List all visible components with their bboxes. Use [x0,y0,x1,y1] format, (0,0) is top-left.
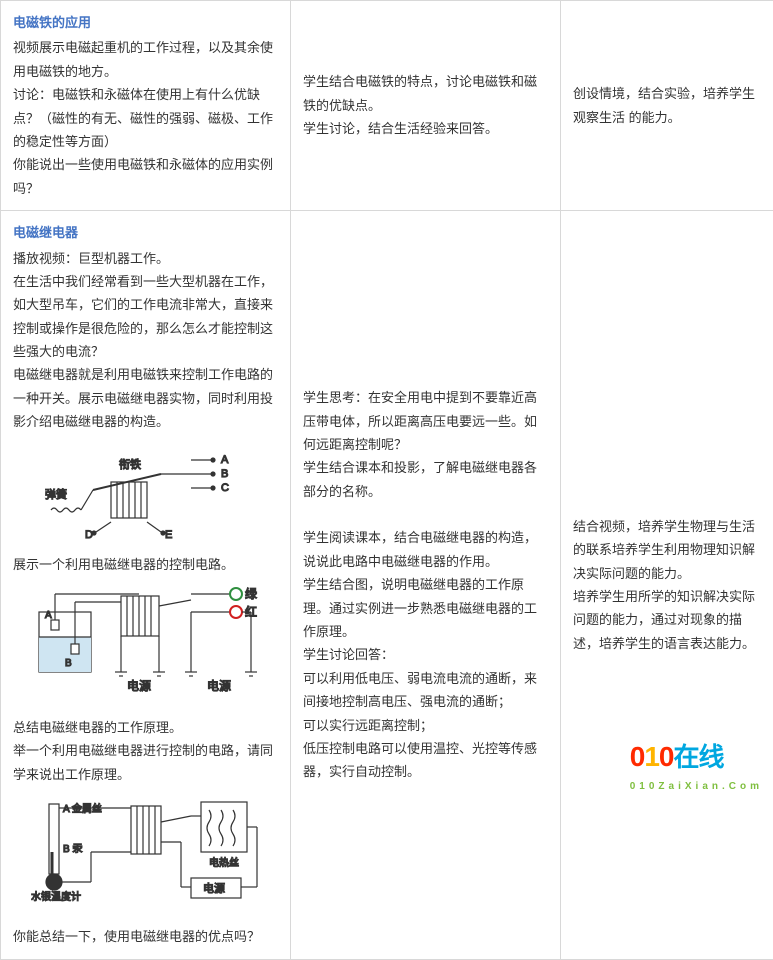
lesson-table: 电磁铁的应用 视频展示电磁起重机的工作过程，以及其余使用电磁铁的地方。 讨论：电… [0,0,773,960]
paragraph: 创设情境，结合实验，培养学生观察生活 的能力。 [573,82,761,129]
label-d: D [85,529,93,540]
paragraph: 学生结合电磁铁的特点，讨论电磁铁和磁铁的优缺点。 [303,70,548,117]
relay-structure-diagram: 衔铁 A B [13,440,278,547]
paragraph: 可以实行远距离控制； [303,714,548,737]
table-row: 电磁铁的应用 视频展示电磁起重机的工作过程，以及其余使用电磁铁的地方。 讨论：电… [1,1,773,211]
paragraph: 电磁继电器就是利用电磁铁来控制工作电路的一种开关。展示电磁继电器实物，同时利用投… [13,363,278,433]
section-title: 电磁铁的应用 [13,11,278,34]
paragraph: 在生活中我们经常看到一些大型机器在工作，如大型吊车，它们的工作电流非常大，直接来… [13,270,278,364]
label-b2: B [65,658,72,669]
cell-r1c2: 学生结合电磁铁的特点，讨论电磁铁和磁铁的优缺点。 学生讨论，结合生活经验来回答。 [291,1,561,211]
label-c: C [221,482,229,494]
cell-r2c3: 结合视频，培养学生物理与生活的联系培养学生利用物理知识解决实际问题的能力。 培养… [561,211,773,960]
table-row: 电磁继电器 播放视频：巨型机器工作。 在生活中我们经常看到一些大型机器在工作，如… [1,211,773,960]
paragraph: 总结电磁继电器的工作原理。 [13,716,278,739]
cell-r1c3: 创设情境，结合实验，培养学生观察生活 的能力。 [561,1,773,211]
paragraph: 学生结合图，说明电磁继电器的工作原理。通过实例进一步熟悉电磁继电器的工作原理。 [303,573,548,643]
paragraph: 播放视频：巨型机器工作。 [13,247,278,270]
relay-control-circuit-diagram: A B 绿 红 [13,582,278,709]
paragraph: 学生讨论回答： [303,643,548,666]
paragraph: 视频展示电磁起重机的工作过程，以及其余使用电磁铁的地方。 [13,36,278,83]
label-spring: 弹簧 [45,487,67,501]
label-a: A [221,454,229,466]
label-a2: A [45,610,52,621]
label-b: B [221,468,228,480]
cell-r2c1: 电磁继电器 播放视频：巨型机器工作。 在生活中我们经常看到一些大型机器在工作，如… [1,211,291,960]
paragraph: 讨论：电磁铁和永磁体在使用上有什么优缺点？（磁性的有无、磁性的强弱、磁极、工作的… [13,83,278,153]
cell-r2c2: 学生思考：在安全用电中提到不要靠近高压带电体，所以距离高压电要远一些。如何远距离… [291,211,561,960]
paragraph: 培养学生用所学的知识解决实际问题的能力，通过对现象的描述，培养学生的语言表达能力… [573,585,761,655]
paragraph: 学生结合课本和投影，了解电磁继电器各部分的名称。 [303,456,548,503]
thermometer-heater-diagram: A 金属丝 B 汞 水银温度计 [13,792,278,919]
cell-r1c1: 电磁铁的应用 视频展示电磁起重机的工作过程，以及其余使用电磁铁的地方。 讨论：电… [1,1,291,211]
label-heater: 电热丝 [209,856,239,869]
label-power1: 电源 [127,679,151,693]
paragraph: 你能说出一些使用电磁铁和永磁体的应用实例吗？ [13,153,278,200]
paragraph: 你能总结一下，使用电磁继电器的优点吗？ [13,925,278,948]
paragraph: 结合视频，培养学生物理与生活的联系培养学生利用物理知识解决实际问题的能力。 [573,515,761,585]
paragraph: 学生思考：在安全用电中提到不要靠近高压带电体，所以距离高压电要远一些。如何远距离… [303,386,548,456]
label-e: E [165,529,172,540]
section-title: 电磁继电器 [13,221,278,244]
label-power3: 电源 [203,881,225,895]
paragraph: 可以利用低电压、弱电流电流的通断，来间接地控制高电压、强电流的通断； [303,667,548,714]
label-armature: 衔铁 [119,458,141,471]
label-green: 绿 [245,586,257,601]
paragraph: 低压控制电路可以使用温控、光控等传感器，实行自动控制。 [303,737,548,784]
label-power2: 电源 [207,679,231,693]
label-thermo: 水银温度计 [31,890,81,903]
paragraph: 展示一个利用电磁继电器的控制电路。 [13,553,278,576]
paragraph: 举一个利用电磁继电器进行控制的电路，请同学来说出工作原理。 [13,739,278,786]
paragraph: 学生讨论，结合生活经验来回答。 [303,117,548,140]
paragraph: 学生阅读课本，结合电磁继电器的构造，说说此电路中电磁继电器的作用。 [303,526,548,573]
label-mercury: B 汞 [63,843,82,855]
